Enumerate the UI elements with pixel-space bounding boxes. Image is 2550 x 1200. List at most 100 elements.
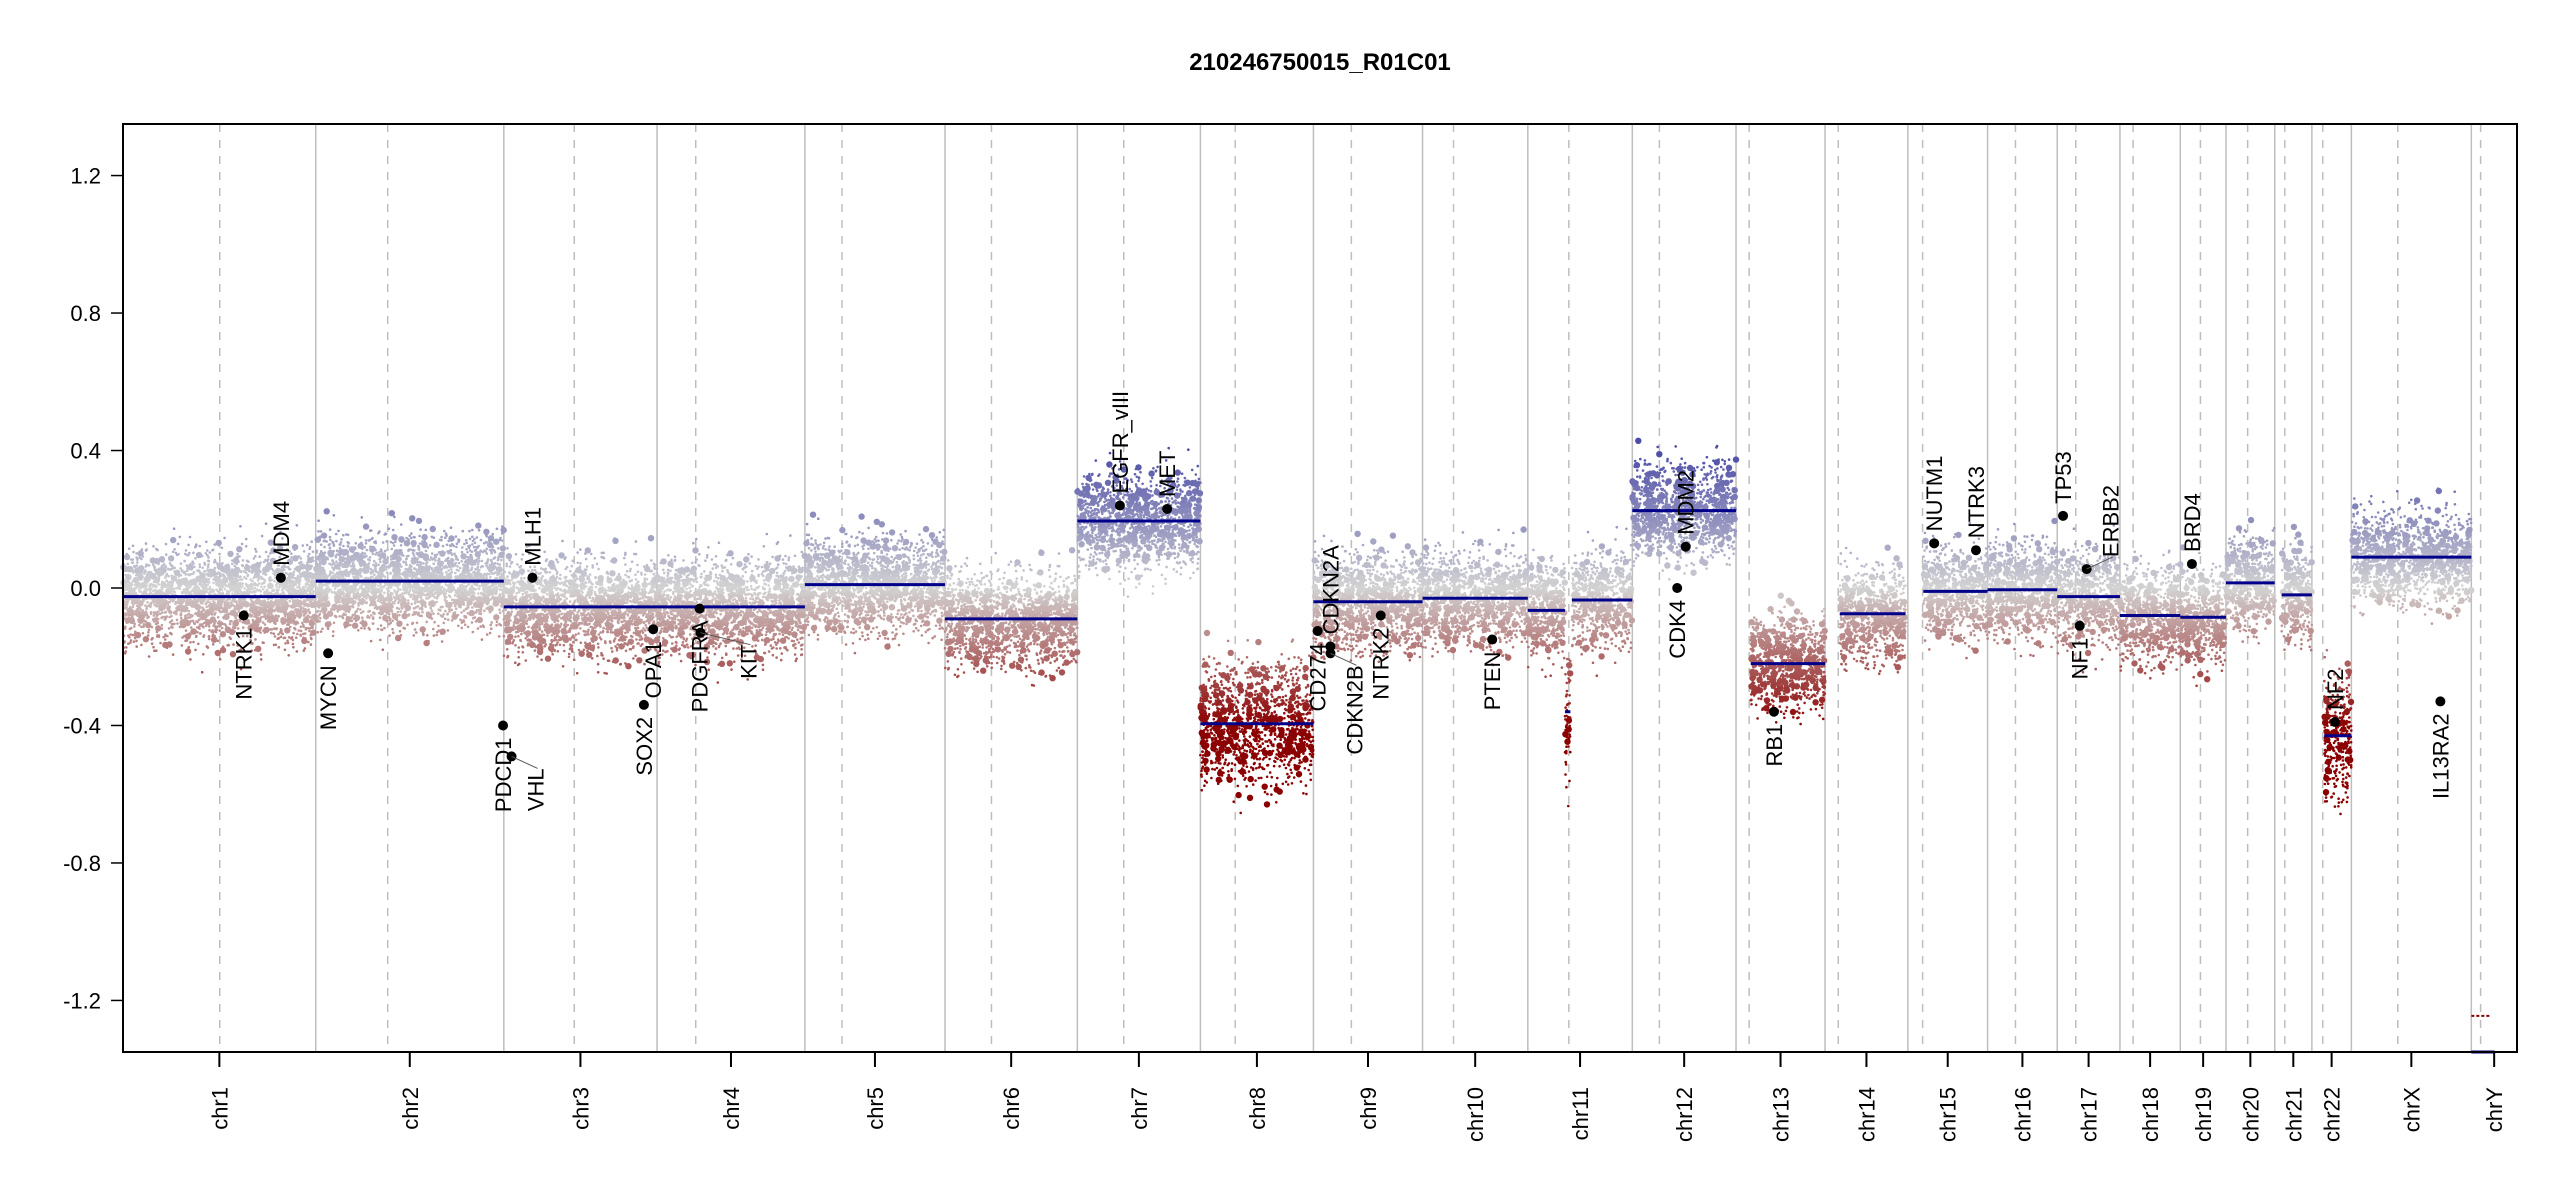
bin-point bbox=[337, 553, 340, 556]
bin-point bbox=[494, 562, 497, 565]
bin-point bbox=[370, 640, 373, 643]
bin-point bbox=[399, 588, 402, 591]
bin-point bbox=[288, 568, 291, 571]
bin-point bbox=[319, 586, 322, 589]
bin-point bbox=[245, 564, 248, 567]
bin-point bbox=[161, 616, 164, 619]
bin-point bbox=[359, 587, 362, 590]
bin-point bbox=[292, 643, 295, 646]
bin-point bbox=[384, 605, 387, 608]
bin-point bbox=[258, 555, 261, 558]
bin-point bbox=[406, 624, 409, 627]
bin-point bbox=[296, 577, 299, 580]
bin-point bbox=[400, 544, 403, 547]
bin-point bbox=[530, 593, 533, 596]
bin-point bbox=[359, 568, 362, 571]
bin-point bbox=[321, 628, 324, 631]
bin-point bbox=[275, 584, 278, 587]
bin-point bbox=[179, 626, 182, 629]
bin-point bbox=[203, 609, 206, 612]
bin-point bbox=[591, 608, 594, 611]
bin-point bbox=[492, 533, 495, 536]
bin-point bbox=[499, 552, 502, 555]
bin-point bbox=[413, 634, 416, 637]
bin-point bbox=[323, 540, 326, 543]
bin-point bbox=[258, 618, 261, 621]
bin-point bbox=[396, 607, 399, 610]
bin-point bbox=[316, 611, 319, 614]
bin-point bbox=[218, 620, 221, 623]
bin-point bbox=[364, 572, 367, 575]
bin-point bbox=[335, 560, 338, 563]
bin-point bbox=[597, 663, 600, 666]
bin-point bbox=[156, 631, 159, 634]
bin-point bbox=[440, 536, 443, 539]
bin-point bbox=[343, 549, 349, 555]
bin-point bbox=[609, 570, 615, 576]
bin-point bbox=[206, 549, 209, 552]
bin-point bbox=[500, 545, 506, 551]
bin-point bbox=[310, 643, 313, 646]
bin-point bbox=[449, 545, 452, 548]
bin-point bbox=[496, 566, 502, 572]
bin-point bbox=[199, 632, 202, 635]
bin-point bbox=[368, 616, 371, 619]
bin-point bbox=[231, 568, 234, 571]
bin-point bbox=[208, 578, 211, 581]
bin-point bbox=[384, 614, 387, 617]
bin-point bbox=[387, 557, 390, 560]
bin-point bbox=[405, 592, 408, 595]
bin-point bbox=[451, 619, 454, 622]
bin-point bbox=[308, 630, 311, 633]
bin-point bbox=[161, 627, 164, 630]
bin-point bbox=[255, 550, 258, 553]
bin-point bbox=[563, 650, 566, 653]
bin-point bbox=[365, 542, 368, 545]
bin-point bbox=[644, 624, 647, 627]
bin-point bbox=[207, 563, 210, 566]
bin-point bbox=[415, 588, 418, 591]
bin-point bbox=[347, 534, 350, 537]
bin-point bbox=[205, 606, 208, 609]
bin-point bbox=[410, 594, 413, 597]
bin-point bbox=[429, 617, 432, 620]
bin-point bbox=[412, 552, 415, 555]
bin-point bbox=[439, 609, 442, 612]
bin-point bbox=[213, 613, 216, 616]
bin-point bbox=[466, 563, 469, 566]
bin-point bbox=[214, 576, 220, 582]
bin-point bbox=[219, 603, 222, 606]
bin-point bbox=[129, 628, 132, 631]
bin-point bbox=[192, 562, 195, 565]
bin-point bbox=[208, 625, 211, 628]
bin-point bbox=[208, 581, 211, 584]
bin-point bbox=[306, 569, 309, 572]
bin-point bbox=[353, 555, 356, 558]
bin-point bbox=[274, 635, 277, 638]
bin-point bbox=[406, 577, 409, 580]
bin-point bbox=[425, 576, 428, 579]
bin-point bbox=[544, 568, 547, 571]
bin-point bbox=[492, 593, 495, 596]
bin-point bbox=[499, 611, 502, 614]
bin-point bbox=[284, 627, 290, 633]
bin-point bbox=[206, 554, 209, 557]
bin-point bbox=[169, 610, 172, 613]
bin-point bbox=[175, 587, 178, 590]
bin-point bbox=[229, 576, 232, 579]
bin-point bbox=[226, 590, 229, 593]
bin-point bbox=[135, 587, 138, 590]
bin-point bbox=[195, 602, 198, 605]
bin-point bbox=[185, 618, 188, 621]
bin-point bbox=[425, 621, 428, 624]
bin-point bbox=[184, 615, 187, 618]
bin-point bbox=[411, 557, 414, 560]
bin-point bbox=[261, 600, 264, 603]
bin-point bbox=[379, 600, 382, 603]
bin-point bbox=[198, 571, 201, 574]
bin-point bbox=[397, 611, 400, 614]
bin-point bbox=[299, 589, 302, 592]
bin-point bbox=[223, 623, 226, 626]
bin-point bbox=[407, 538, 410, 541]
bin-point bbox=[471, 543, 474, 546]
